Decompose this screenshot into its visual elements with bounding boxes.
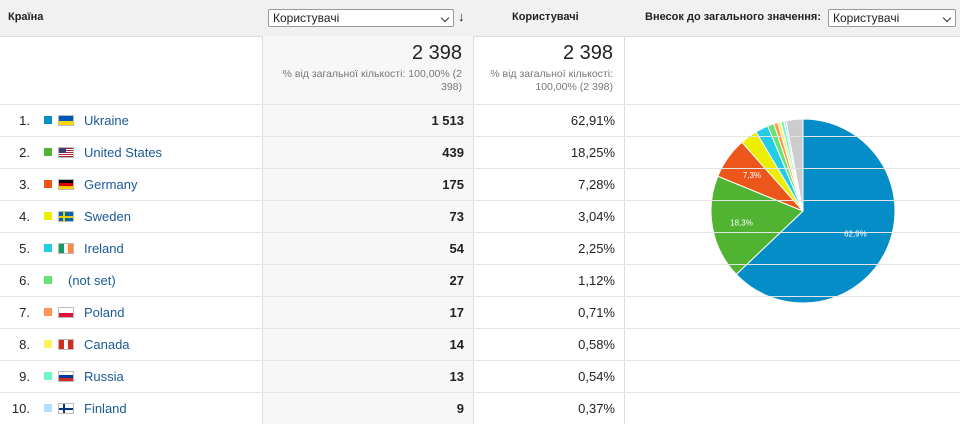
color-key xyxy=(44,180,52,188)
rank: 3. xyxy=(19,177,30,192)
rank: 1. xyxy=(19,113,30,128)
color-key xyxy=(44,308,52,316)
flag xyxy=(58,211,74,222)
country-header: Країна xyxy=(8,11,44,23)
country-link[interactable]: (not set) xyxy=(68,273,116,288)
rank: 4. xyxy=(19,209,30,224)
users-value: 27 xyxy=(449,273,464,288)
contribution-header: Внесок до загального значення: xyxy=(645,11,822,23)
slice-label: 7,3% xyxy=(743,171,761,180)
rank: 9. xyxy=(19,369,30,384)
share-value: 2,25% xyxy=(578,241,615,256)
table-row xyxy=(0,328,960,361)
flag xyxy=(58,339,74,350)
users-value: 14 xyxy=(449,337,464,352)
share-value: 7,28% xyxy=(578,177,615,192)
country-link[interactable]: Finland xyxy=(84,401,127,416)
table-row xyxy=(0,264,960,297)
metric-header: Користувачі xyxy=(512,11,579,23)
users-value: 13 xyxy=(449,369,464,384)
total-share: 2 398 xyxy=(562,42,613,64)
share-value: 0,54% xyxy=(578,369,615,384)
table-row xyxy=(0,104,960,137)
total-users: 2 398 xyxy=(411,42,462,64)
flag xyxy=(58,115,74,126)
color-key xyxy=(44,212,52,220)
share-value: 0,37% xyxy=(578,401,615,416)
color-key xyxy=(44,148,52,156)
color-key xyxy=(44,244,52,252)
share-value: 0,71% xyxy=(578,305,615,320)
users-value: 1 513 xyxy=(431,113,464,128)
pie-chart: 62,9% 18,3% 7,3% xyxy=(710,118,896,304)
country-link[interactable]: Russia xyxy=(84,369,124,384)
users-value: 17 xyxy=(449,305,464,320)
table-row xyxy=(0,360,960,393)
pie-slice xyxy=(735,118,896,304)
share-column xyxy=(472,36,625,424)
metric-select[interactable]: Користувачі xyxy=(268,9,454,27)
rank: 10. xyxy=(11,401,30,416)
table-row xyxy=(0,232,960,265)
country-link[interactable]: Germany xyxy=(84,177,138,192)
color-key xyxy=(44,116,52,124)
table-row xyxy=(0,392,960,424)
flag xyxy=(58,307,74,318)
rank: 8. xyxy=(19,337,30,352)
share-value: 0,58% xyxy=(578,337,615,352)
flag xyxy=(58,371,74,382)
flag xyxy=(58,147,74,158)
color-key xyxy=(44,340,52,348)
contribution-select[interactable]: Користувачі xyxy=(828,9,956,27)
total-share-note: % від загальної кількості: 100,00% (2 39… xyxy=(490,68,613,93)
country-link[interactable]: Canada xyxy=(84,337,130,352)
color-key xyxy=(44,404,52,412)
users-value: 54 xyxy=(449,241,464,256)
share-value: 62,91% xyxy=(570,113,615,128)
slice-label: 62,9% xyxy=(844,230,867,239)
table-row xyxy=(0,296,960,329)
total-users-note: % від загальної кількості: 100,00% (2 39… xyxy=(282,68,462,93)
table-row xyxy=(0,200,960,233)
flag xyxy=(58,179,74,190)
share-value: 3,04% xyxy=(578,209,615,224)
table-row xyxy=(0,136,960,169)
users-value: 9 xyxy=(456,401,464,416)
users-column xyxy=(262,36,474,424)
flag xyxy=(58,403,74,414)
pie-slice xyxy=(785,118,804,212)
rank: 5. xyxy=(19,241,30,256)
country-link[interactable]: Ukraine xyxy=(84,113,129,128)
share-value: 1,12% xyxy=(578,273,615,288)
color-key xyxy=(44,372,52,380)
flag xyxy=(58,243,74,254)
country-link[interactable]: Sweden xyxy=(84,209,131,224)
rank: 7. xyxy=(19,305,30,320)
slice-label: 18,3% xyxy=(730,219,753,228)
color-key xyxy=(44,276,52,284)
country-link[interactable]: United States xyxy=(84,145,163,160)
sort-icon[interactable]: ↓ xyxy=(458,9,465,24)
rank: 6. xyxy=(19,273,30,288)
table-row xyxy=(0,168,960,201)
rank: 2. xyxy=(19,145,30,160)
country-link[interactable]: Ireland xyxy=(84,241,124,256)
country-link[interactable]: Poland xyxy=(84,305,125,320)
header-bar xyxy=(0,0,960,37)
users-value: 439 xyxy=(442,145,464,160)
users-value: 73 xyxy=(449,209,464,224)
share-value: 18,25% xyxy=(570,145,615,160)
users-value: 175 xyxy=(442,177,464,192)
